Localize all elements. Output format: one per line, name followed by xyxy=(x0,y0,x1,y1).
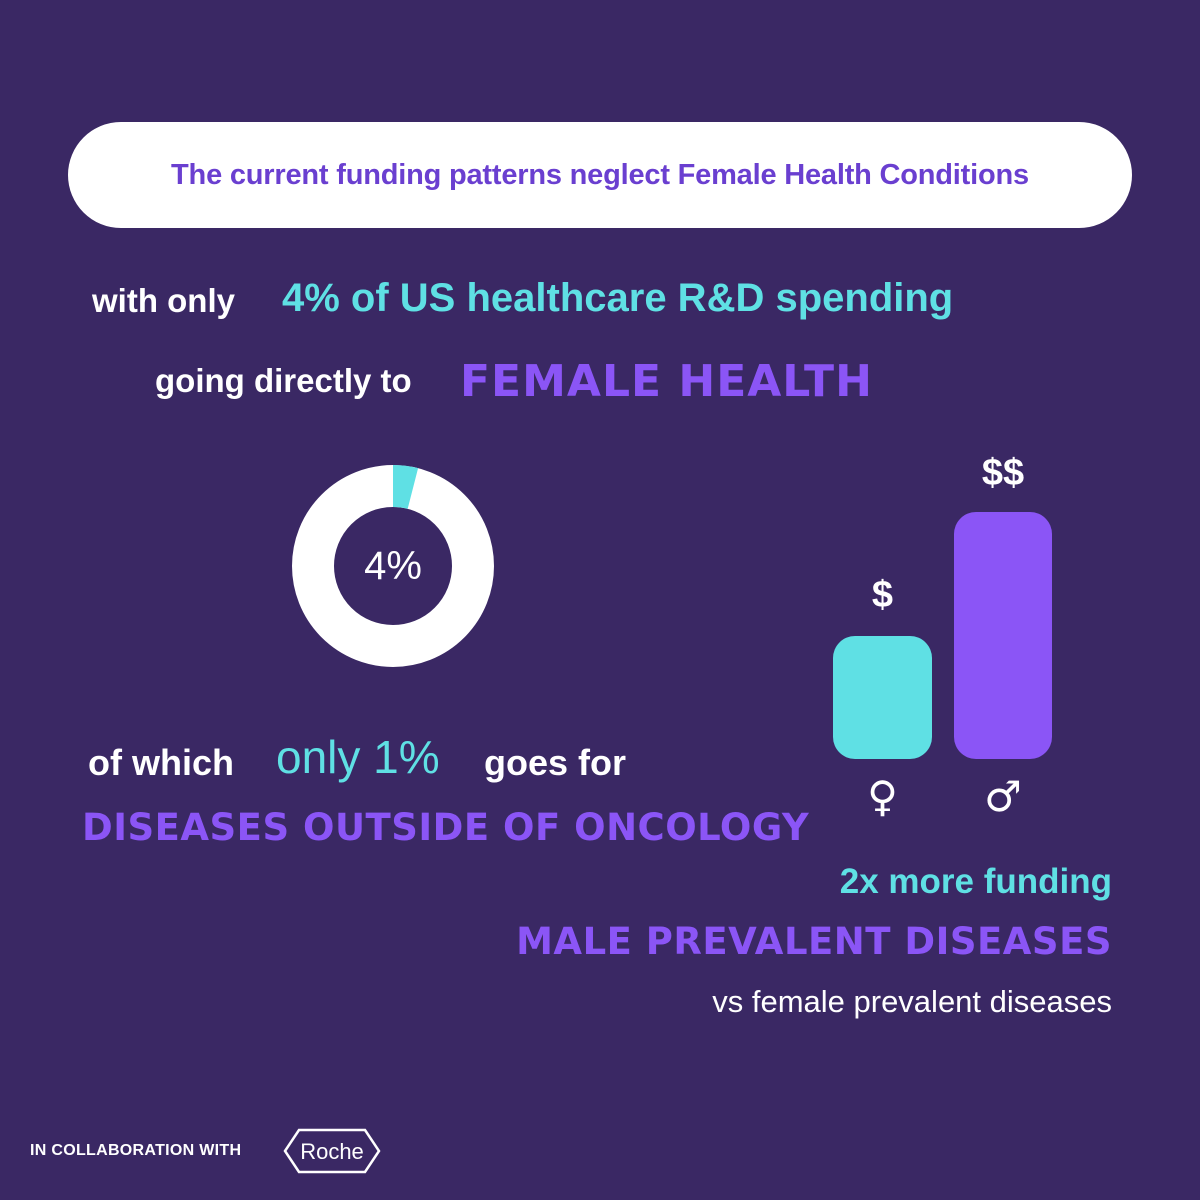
roche-logo: Roche xyxy=(283,1128,381,1174)
title-banner: The current funding patterns neglect Fem… xyxy=(68,122,1132,228)
female-health-highlight: Female Health xyxy=(460,356,873,407)
female-funding-bar xyxy=(833,636,932,759)
non-oncology-highlight: Diseases outside of oncology xyxy=(82,806,810,849)
male-symbol-icon: ♂ xyxy=(984,772,1022,821)
of-which-text: of which xyxy=(88,742,234,783)
collaboration-label: IN COLLABORATION WITH xyxy=(30,1142,242,1159)
only-one-percent-highlight: only 1% xyxy=(276,731,440,783)
donut-label: 4% xyxy=(364,543,422,588)
female-bar-label: $ xyxy=(871,574,894,616)
goes-for-text: goes for xyxy=(484,742,627,783)
more-funding-text: 2x more funding xyxy=(839,862,1112,901)
donut-share-segment xyxy=(292,465,494,667)
roche-logo-text: Roche xyxy=(300,1139,364,1164)
intro-text: with only xyxy=(92,282,235,319)
female-symbol-icon: ♀ xyxy=(867,772,898,821)
banner-title: The current funding patterns neglect Fem… xyxy=(171,158,1029,191)
donut-chart xyxy=(292,465,494,667)
male-funding-bar xyxy=(954,512,1052,759)
male-bar-label: $$ xyxy=(981,452,1025,494)
female-diseases-text: vs female prevalent diseases xyxy=(712,984,1112,1019)
going-to-text: going directly to xyxy=(155,362,412,399)
spending-highlight: 4% of US healthcare R&D spending xyxy=(282,276,954,320)
male-diseases-highlight: Male prevalent diseases xyxy=(516,920,1112,963)
